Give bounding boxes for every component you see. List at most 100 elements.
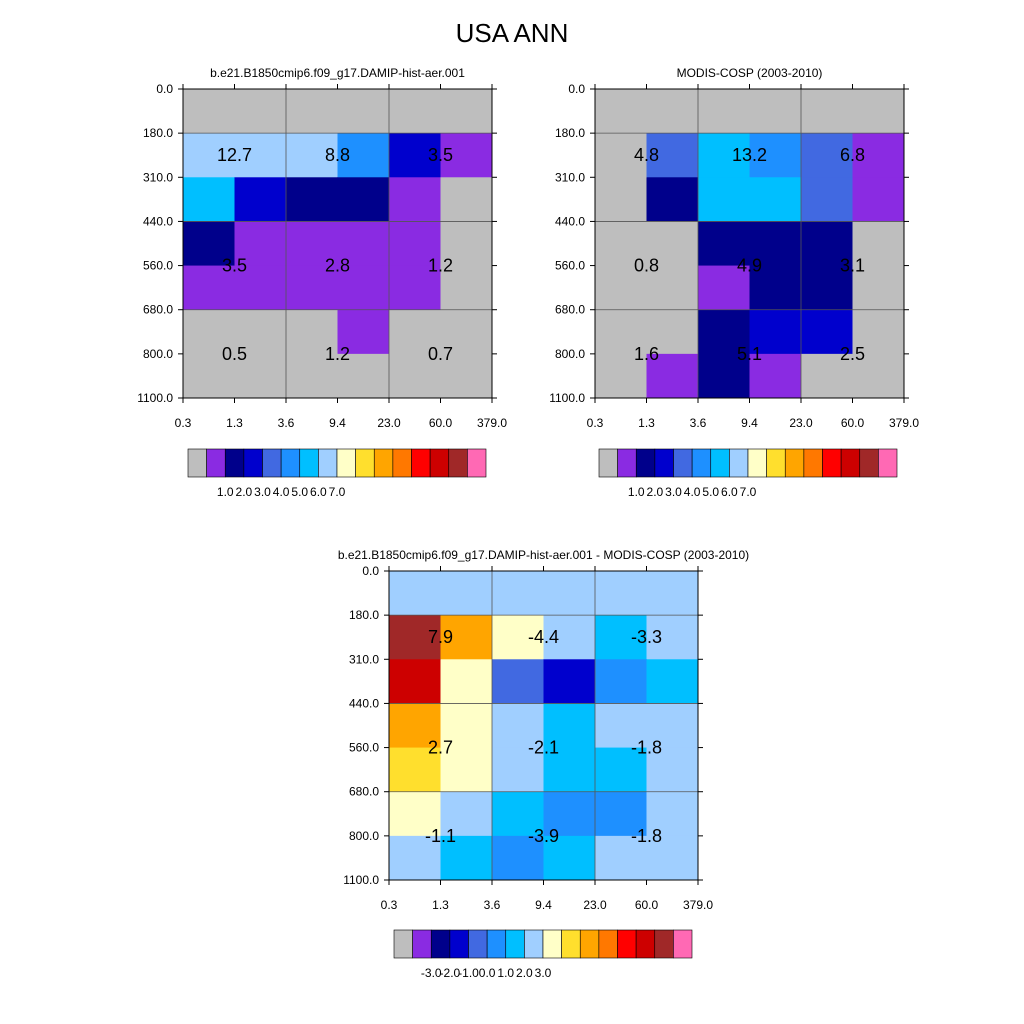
colorbar-swatch (355, 448, 375, 478)
colorbar-label: 1.0 (497, 966, 514, 980)
y-tick-label: 440.0 (349, 696, 379, 710)
colorbar-swatch (280, 448, 301, 478)
heatmap-cell (595, 791, 647, 837)
heatmap-cell (389, 747, 441, 793)
heatmap-cell (234, 133, 287, 178)
colorbar: 1.0 2.0 3.0 4.0 5.0 6.0 7.0 (187, 448, 487, 499)
heatmap-cell (389, 177, 441, 222)
value-label: 1.2 (325, 344, 350, 364)
heatmap-cell (852, 265, 905, 311)
colorbar-swatch (411, 448, 431, 478)
y-tick-label: 0.0 (568, 82, 585, 96)
colorbar-swatch (206, 448, 226, 478)
x-tick-label: 0.3 (381, 898, 398, 912)
heatmap-cell (440, 133, 493, 178)
colorbar-swatch (392, 448, 412, 478)
colorbar-swatch (449, 929, 469, 959)
value-label: 4.8 (634, 145, 659, 165)
value-label: 6.8 (840, 145, 865, 165)
x-tick-label: 379.0 (889, 416, 919, 430)
y-tick-label: 560.0 (555, 259, 585, 273)
heatmap-cell (852, 177, 905, 222)
heatmap-cell (801, 89, 853, 134)
heatmap-cell (595, 309, 647, 355)
heatmap-cell (440, 703, 493, 749)
heatmap-cell (234, 221, 287, 267)
colorbar-label: 2.0 (236, 485, 253, 499)
colorbar-swatch (635, 448, 656, 478)
heatmap-cell (801, 177, 853, 222)
value-label: 2.8 (325, 256, 350, 276)
heatmap-cell (801, 265, 853, 311)
heatmap-cell (440, 835, 493, 881)
colorbar-label: 7.0 (329, 485, 346, 499)
value-label: -3.3 (631, 627, 662, 647)
heatmap-cell (440, 571, 493, 616)
value-label: 0.8 (634, 256, 659, 276)
heatmap-cell (183, 265, 235, 311)
heatmap-cell (801, 353, 853, 399)
heatmap-cell (286, 265, 338, 311)
heatmap-cell (183, 309, 235, 355)
heatmap-cell (389, 571, 441, 616)
heatmap-cell (389, 265, 441, 311)
heatmap-cell (286, 177, 338, 222)
colorbar-swatch (766, 448, 786, 478)
heatmap-cell (749, 221, 802, 267)
y-tick-label: 440.0 (143, 214, 173, 228)
colorbar-label: 1.0 (628, 485, 645, 499)
x-tick-label: 60.0 (635, 898, 659, 912)
heatmap-cell (749, 309, 802, 355)
y-tick-label: 680.0 (143, 303, 173, 317)
x-tick-label: 379.0 (477, 416, 507, 430)
colorbar-swatch (318, 448, 338, 478)
heatmap-cell (646, 747, 699, 793)
colorbar-swatch (673, 448, 693, 478)
heatmap-cell (337, 133, 390, 178)
heatmap-cell (646, 615, 699, 660)
heatmap-cell (698, 353, 750, 399)
panel-title: MODIS-COSP (2003-2010) (677, 66, 823, 80)
heatmap-cell (749, 133, 802, 178)
colorbar-label: 6.0 (310, 485, 327, 499)
y-tick-label: 800.0 (143, 347, 173, 361)
y-tick-label: 0.0 (362, 564, 379, 578)
heatmap-cell (543, 835, 596, 881)
colorbar-label: 7.0 (740, 485, 757, 499)
heatmap-cell (543, 659, 596, 704)
heatmap-cell (234, 177, 287, 222)
heatmap-cell (286, 89, 338, 134)
heatmap-cell (440, 221, 493, 267)
heatmap-cell (646, 353, 699, 399)
heatmap-cell (595, 571, 647, 616)
heatmap-cell (492, 703, 544, 749)
y-tick-label: 310.0 (555, 170, 585, 184)
panel-title: b.e21.B1850cmip6.f09_g17.DAMIP-hist-aer.… (338, 548, 749, 562)
colorbar-swatch (505, 929, 525, 959)
heatmap-cell (389, 615, 441, 660)
heatmap-panel-1: b.e21.B1850cmip6.f09_g17.DAMIP-hist-aer.… (137, 66, 507, 499)
y-tick-label: 800.0 (349, 829, 379, 843)
x-tick-label: 379.0 (683, 898, 713, 912)
heatmap-cell (595, 747, 647, 793)
heatmap-cell (595, 133, 647, 178)
heatmap-cell (183, 221, 235, 267)
colorbar-swatch (429, 448, 450, 478)
heatmap-cell (337, 265, 390, 311)
colorbar: -3.0-2.0-1.0 0.0 1.0 2.0 3.0 (393, 929, 693, 980)
heatmap-cell (543, 571, 596, 616)
value-label: 12.7 (217, 145, 252, 165)
heatmap-panel-3: b.e21.B1850cmip6.f09_g17.DAMIP-hist-aer.… (338, 548, 749, 980)
heatmap-cell (286, 221, 338, 267)
y-tick-label: 310.0 (143, 170, 173, 184)
heatmap-cell (337, 309, 390, 355)
colorbar-swatch (598, 448, 618, 478)
x-tick-label: 1.3 (226, 416, 243, 430)
heatmap-cell (492, 747, 544, 793)
colorbar-label: 2.0 (647, 485, 664, 499)
heatmap-cell (646, 659, 699, 704)
colorbar-swatch (373, 448, 394, 478)
heatmap-cell (646, 571, 699, 616)
heatmap-cell (492, 615, 544, 660)
heatmap-cell (286, 133, 338, 178)
